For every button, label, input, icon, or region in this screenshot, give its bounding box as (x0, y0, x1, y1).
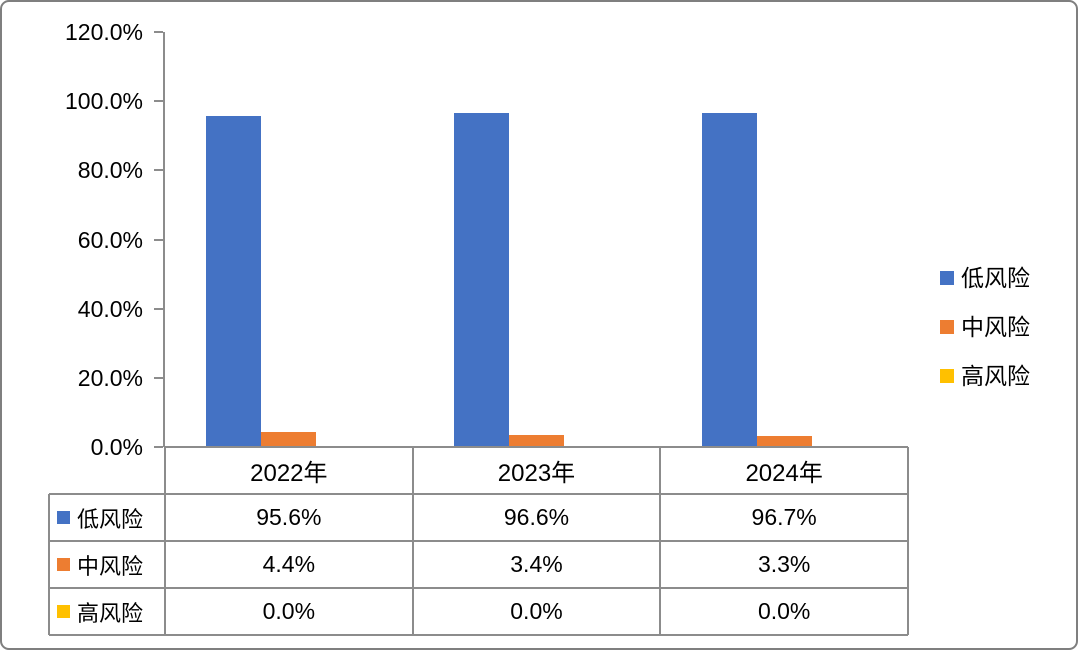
y-tick-mark (154, 376, 163, 379)
bar-series0-cat0 (206, 116, 262, 447)
bar-series0-cat1 (454, 112, 509, 447)
rowheader-label: 高风险 (77, 600, 144, 626)
table-row-border (49, 587, 908, 589)
table-col-border (659, 447, 662, 635)
table-rowheader-series1: 中风险 (49, 541, 165, 588)
y-tick-label: 0.0% (90, 434, 143, 460)
bar-series0-cat2 (701, 112, 757, 447)
legend-item-series2: 高风险 (940, 364, 1030, 388)
legend: 低风险 中风险 高风险 (940, 266, 1030, 388)
table-header-cat0: 2022年 (250, 460, 328, 487)
table-left-border (48, 494, 50, 635)
y-tick-label: 80.0% (77, 157, 143, 184)
legend-item-series1: 中风险 (940, 315, 1030, 339)
legend-label: 中风险 (961, 314, 1030, 340)
table-header-cat2: 2024年 (745, 460, 823, 487)
rowheader-label: 中风险 (77, 553, 144, 579)
table-right-border (907, 447, 909, 635)
table-top-border (165, 446, 908, 448)
table-row-border (49, 634, 908, 636)
y-tick-mark (154, 169, 163, 172)
table-value-series1-cat0: 4.4% (262, 551, 316, 577)
table-value-series2-cat1: 0.0% (510, 598, 563, 624)
bar-series1-cat2 (756, 435, 812, 447)
table-rowheader-series0: 低风险 (49, 494, 165, 541)
table-row-border (49, 493, 908, 495)
legend-label: 低风险 (961, 265, 1030, 291)
y-tick-mark (154, 307, 163, 310)
legend-label: 高风险 (961, 363, 1030, 389)
y-tick-mark (154, 31, 163, 33)
y-tick-mark (154, 238, 163, 241)
legend-swatch-icon (940, 271, 954, 285)
rowheader-swatch-icon (57, 511, 70, 524)
legend-swatch-icon (940, 320, 954, 334)
table-value-series0-cat2: 96.7% (751, 504, 817, 530)
table-value-series1-cat1: 3.4% (510, 551, 563, 577)
table-value-series2-cat0: 0.0% (262, 598, 316, 624)
table-rowheader-series2: 高风险 (49, 588, 165, 635)
legend-item-series0: 低风险 (940, 266, 1030, 290)
table-col-border (411, 447, 414, 635)
rowheader-swatch-icon (57, 605, 70, 618)
table-row-border (49, 540, 908, 542)
table-col-border (164, 447, 166, 635)
rowheader-swatch-icon (57, 558, 70, 571)
rowheader-label: 低风险 (77, 506, 144, 532)
legend-swatch-icon (940, 369, 954, 383)
y-tick-label: 40.0% (77, 295, 143, 322)
bar-series1-cat1 (509, 435, 564, 447)
y-tick-label: 60.0% (77, 226, 143, 253)
y-tick-mark (154, 100, 163, 103)
table-value-series1-cat2: 3.3% (757, 551, 811, 577)
table-value-series0-cat0: 95.6% (256, 504, 322, 530)
y-tick-mark (154, 446, 163, 448)
y-tick-label: 120.0% (64, 19, 143, 45)
y-tick-label: 100.0% (64, 88, 143, 115)
table-value-series2-cat2: 0.0% (757, 598, 811, 624)
table-value-series0-cat1: 96.6% (503, 504, 570, 530)
table-header-cat1: 2023年 (497, 460, 576, 487)
y-axis-line (163, 32, 165, 447)
y-tick-label: 20.0% (77, 364, 143, 391)
bar-series1-cat0 (261, 431, 317, 447)
